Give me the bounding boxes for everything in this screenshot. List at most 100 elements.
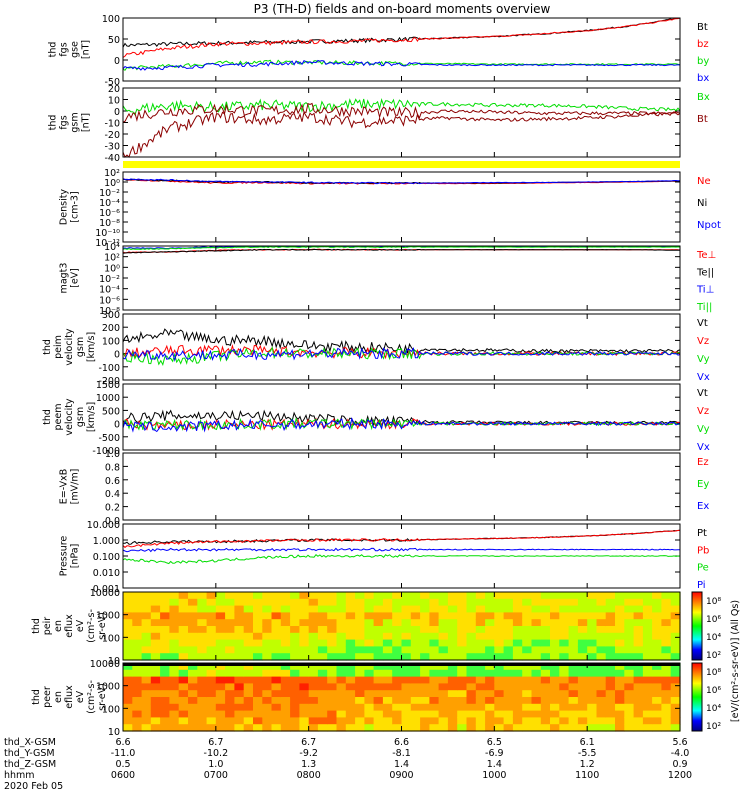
y-tick-label: 10 (108, 727, 120, 738)
spectrogram-cell (243, 717, 254, 725)
spectrogram-cell (160, 605, 170, 613)
spectrogram-cell (503, 710, 514, 718)
spectrogram-cell (661, 619, 672, 627)
spectrogram-cell (550, 626, 560, 634)
spectrogram-cell (392, 612, 403, 620)
spectrogram-cell (494, 717, 505, 725)
spectrogram-cell (290, 717, 300, 725)
legend-Vz: Vz (697, 336, 709, 347)
spectrogram-cell (225, 690, 235, 698)
spectrogram-cell (661, 724, 672, 732)
spectrogram-cell (132, 710, 143, 718)
spectrogram-cell (512, 663, 523, 671)
spectrogram-cell (577, 598, 588, 607)
spectrogram-cell (512, 612, 523, 620)
spectrogram-cell (670, 612, 681, 620)
spectrogram-cell (540, 703, 551, 712)
spectrogram-cell (485, 592, 495, 600)
spectrogram-cell (615, 690, 625, 698)
spectrogram-cell (540, 646, 551, 654)
spectrogram-cell (642, 690, 653, 698)
spectrogram-cell (670, 669, 681, 678)
spectrogram-cell (605, 592, 616, 600)
spectrogram-cell (559, 669, 570, 678)
legend-Ex: Ex (697, 501, 709, 512)
spectrogram-cell (308, 703, 319, 712)
spectrogram-cell (475, 646, 486, 654)
spectrogram-cell (522, 717, 533, 725)
spectrogram-cell (633, 717, 644, 725)
spectrogram-cell (401, 612, 412, 620)
spectrogram-cell (373, 669, 384, 678)
legend-Pe: Pe (697, 563, 709, 574)
spectrogram-cell (401, 710, 412, 718)
spectrogram-cell (150, 605, 161, 613)
spectrogram-cell (503, 669, 514, 678)
spectrogram-cell (169, 697, 180, 705)
spectrogram-cell (652, 619, 662, 627)
spectrogram-cell (355, 592, 365, 600)
spectrogram-cell (317, 632, 328, 641)
spectrogram-cell (605, 710, 616, 718)
spectrogram-cell (577, 592, 588, 600)
spectrogram-cell (577, 703, 588, 712)
series-bx (122, 59, 681, 71)
spectrogram-cell (299, 663, 310, 671)
y-tick-label: 10⁴ (104, 242, 120, 253)
spectrogram-cell (438, 724, 449, 732)
spectrogram-cell (475, 619, 486, 627)
spectrogram-cell (280, 598, 291, 607)
y-axis-title-line: gsm (75, 407, 86, 427)
spectrogram-cell (550, 710, 560, 718)
spectrogram-cell (373, 676, 384, 684)
series-Vy (122, 346, 681, 366)
spectrogram-cell (401, 724, 412, 732)
spectrogram-cell (642, 632, 653, 641)
spectrogram-cell (234, 676, 245, 684)
spectrogram-cell (345, 639, 356, 647)
y-axis-title-line: eV (75, 619, 86, 632)
spectrogram-cell (447, 653, 458, 661)
spectrogram-cell (429, 697, 440, 705)
spectrogram-cell (160, 626, 170, 634)
spectrogram-cell (345, 605, 356, 613)
panel-pressure: 10.000 1.000 0.100 0.010 0.001 Pressure [nPa] P… (59, 520, 710, 595)
spectrogram-cell (169, 676, 180, 684)
spectrogram-cell (225, 697, 235, 705)
spectrogram-cell (178, 639, 189, 647)
spectrogram-cell (447, 605, 458, 613)
spectrogram-cell (160, 676, 170, 684)
spectrogram-cell (188, 717, 198, 725)
y-axis-title-line: (cm²-s- (86, 609, 97, 643)
spectrogram-cell (475, 639, 486, 647)
spectrogram-cell (587, 717, 598, 725)
spectrogram-cell (531, 669, 542, 678)
spectrogram-cell (559, 639, 570, 647)
legend-Vt: Vt (697, 388, 708, 399)
spectrogram-cell (188, 592, 198, 600)
spectrogram-cell (540, 626, 551, 634)
spectrogram-cell (624, 646, 635, 654)
spectrogram-cell (355, 632, 365, 641)
spectrogram-cell (225, 717, 235, 725)
y-tick-label: 10² (104, 253, 120, 264)
spectrogram-cell (280, 676, 291, 684)
spectrogram-cell (317, 663, 328, 671)
spectrogram-cell (447, 724, 458, 732)
spectrogram-cell (373, 592, 384, 600)
spectrogram-cell (429, 632, 440, 641)
spectrogram-cell (410, 598, 421, 607)
spectrogram-cell (132, 626, 143, 634)
spectrogram-cell (670, 724, 681, 732)
spectrogram-cell (652, 632, 662, 641)
spectrogram-cell (522, 669, 533, 678)
spectrogram-cell (401, 690, 412, 698)
spectrogram-cell (652, 683, 662, 691)
y-tick-label: 0.001 (93, 584, 120, 595)
date-label: 2020 Feb 05 (4, 781, 63, 792)
spectrogram-cell (280, 683, 291, 691)
spectrogram-cell (401, 717, 412, 725)
y-tick-label: 1000 (96, 682, 120, 693)
spectrogram-cell (262, 612, 273, 620)
spectrogram-cell (345, 676, 356, 684)
